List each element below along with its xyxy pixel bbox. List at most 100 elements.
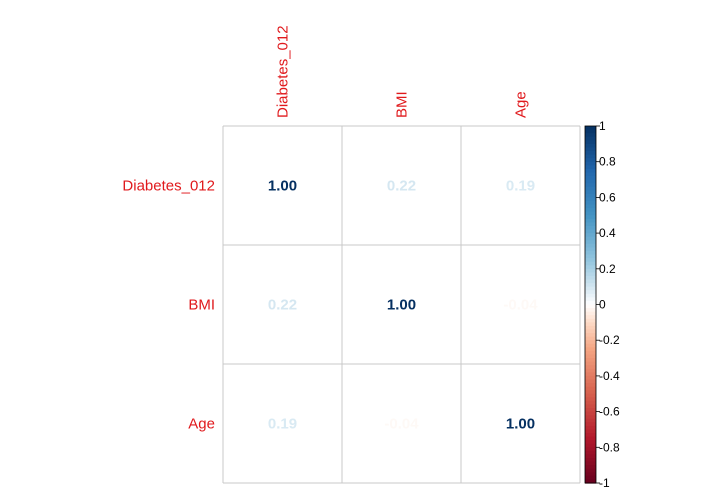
colorbar-swatch <box>585 186 596 191</box>
colorbar-swatch <box>585 204 596 209</box>
colorbar-swatch <box>585 440 596 445</box>
column-label: Age <box>513 91 530 118</box>
colorbar-swatch <box>585 243 596 248</box>
colorbar-swatch <box>585 247 596 252</box>
colorbar-tick-label: -0.8 <box>599 440 620 454</box>
colorbar-swatch <box>585 443 596 448</box>
cell-value-diabetes_012-diabetes_012: 1.00 <box>268 178 297 195</box>
colorbar-swatch <box>585 168 596 174</box>
colorbar-tick-label: 1 <box>599 119 606 133</box>
colorbar-swatch <box>585 161 596 166</box>
colorbar-swatch <box>585 265 596 270</box>
colorbar-swatch <box>585 454 596 459</box>
colorbar-tick-label: -1 <box>599 476 610 490</box>
row-labels: Diabetes_012 BMI Age <box>122 178 215 433</box>
colorbar-swatch <box>585 418 596 423</box>
colorbar-tick-label: -0.6 <box>599 405 620 419</box>
colorbar-swatch <box>585 126 596 131</box>
colorbar-swatch <box>585 283 596 288</box>
colorbar-swatch <box>585 240 596 245</box>
colorbar-swatch <box>585 297 596 302</box>
colorbar-swatch <box>585 475 596 481</box>
colorbar-swatch <box>585 450 596 456</box>
colorbar-swatch <box>585 422 596 427</box>
colorbar-swatch <box>585 386 596 391</box>
colorbar-swatch <box>585 172 596 177</box>
colorbar-tick-label: 0.6 <box>599 190 616 204</box>
colorbar-swatch <box>585 236 596 241</box>
cell-value-diabetes_012-age: 0.19 <box>506 178 535 195</box>
colorbar-swatch <box>585 436 596 441</box>
colorbar-swatch <box>585 272 596 277</box>
cell-value-bmi-bmi: 1.00 <box>387 297 416 314</box>
colorbar-swatch <box>585 275 596 281</box>
colorbar-swatch <box>585 333 596 338</box>
row-label: Age <box>188 416 215 433</box>
colorbar-swatch <box>585 318 596 323</box>
column-labels: Diabetes_012 BMI Age <box>275 25 530 118</box>
colorbar: 1 0.8 0.6 0.4 0.2 0 -0.2 -0.4 -0.6 -0.8 -1 <box>584 119 620 490</box>
colorbar-swatch <box>585 208 596 213</box>
colorbar-swatch <box>585 190 596 195</box>
colorbar-swatch <box>585 465 596 470</box>
cell-value-bmi-age: -0.04 <box>503 297 538 314</box>
colorbar-swatch <box>585 379 596 384</box>
colorbar-swatch <box>585 147 596 152</box>
colorbar-swatch <box>585 215 596 220</box>
row-label: Diabetes_012 <box>122 178 215 195</box>
colorbar-swatch <box>585 254 596 259</box>
colorbar-swatch <box>585 315 596 320</box>
colorbar-swatch <box>585 233 596 238</box>
colorbar-swatch <box>585 218 596 223</box>
colorbar-swatch <box>585 261 596 266</box>
colorbar-swatch <box>585 225 596 231</box>
colorbar-swatch <box>585 140 596 145</box>
colorbar-swatch <box>585 468 596 473</box>
colorbar-tick-label: -0.2 <box>599 333 620 347</box>
colorbar-swatch <box>585 133 596 138</box>
cell-value-age-age: 1.00 <box>506 416 535 433</box>
colorbar-swatch <box>585 429 596 434</box>
colorbar-tick-label: 0 <box>599 298 606 312</box>
cell-value-bmi-diabetes_012: 0.22 <box>268 297 297 314</box>
colorbar-swatch <box>585 361 596 366</box>
heatmap-cells: 1.00 0.22 0.19 0.22 1.00 -0.04 0.19 -0.04 1.00 <box>268 178 538 433</box>
colorbar-swatch <box>585 136 596 141</box>
colorbar-swatch <box>585 197 596 202</box>
heatmap-grid <box>222 125 581 484</box>
colorbar-swatch <box>585 193 596 198</box>
colorbar-swatch <box>585 336 596 341</box>
colorbar-swatch <box>585 368 596 373</box>
colorbar-swatch <box>585 383 596 388</box>
colorbar-swatch <box>585 279 596 284</box>
colorbar-swatch <box>585 372 596 377</box>
cell-value-age-diabetes_012: 0.19 <box>268 416 297 433</box>
colorbar-swatch <box>585 258 596 263</box>
colorbar-swatch <box>585 447 596 452</box>
colorbar-swatch <box>585 411 596 416</box>
colorbar-swatch <box>585 375 596 381</box>
colorbar-swatch <box>585 404 596 409</box>
colorbar-swatch <box>585 325 596 331</box>
colorbar-swatch <box>585 154 596 159</box>
colorbar-tick-label: 0.2 <box>599 262 616 276</box>
colorbar-swatch <box>585 354 596 359</box>
colorbar-swatch <box>585 365 596 370</box>
colorbar-swatch <box>585 400 596 406</box>
column-label: Diabetes_012 <box>275 25 292 118</box>
colorbar-swatch <box>585 200 596 206</box>
colorbar-swatch <box>585 408 596 413</box>
colorbar-swatch <box>585 347 596 352</box>
colorbar-swatch <box>585 461 596 466</box>
colorbar-swatch <box>585 458 596 463</box>
colorbar-swatch <box>585 358 596 363</box>
colorbar-swatch <box>585 397 596 402</box>
colorbar-swatch <box>585 165 596 170</box>
colorbar-swatch <box>585 433 596 438</box>
colorbar-swatch <box>585 300 596 306</box>
colorbar-swatch <box>585 350 596 356</box>
colorbar-swatch <box>585 222 596 227</box>
colorbar-swatch <box>585 143 596 149</box>
colorbar-swatch <box>585 390 596 395</box>
